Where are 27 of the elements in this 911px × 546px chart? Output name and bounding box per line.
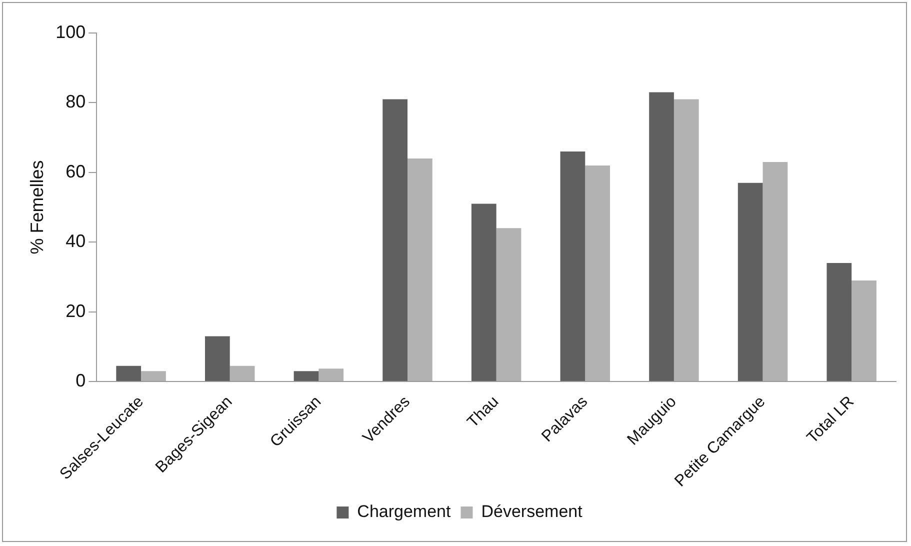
legend-label: Chargement [357,502,452,522]
bar [649,92,674,382]
legend-label: Déversement [481,502,583,522]
y-tick-label: 80 [66,92,86,112]
bar [471,204,496,382]
bar [408,158,432,382]
bar [762,162,788,382]
bar [826,263,852,382]
bar [116,366,142,382]
bar [674,99,699,382]
bar [294,371,319,382]
bar [560,152,586,382]
y-tick-label: 0 [76,370,86,390]
y-tick-label: 40 [66,231,86,252]
bar [585,165,610,382]
y-axis-title: % Femelles [26,160,47,254]
y-tick-label: 60 [66,161,86,182]
y-tick-label: 20 [66,300,86,321]
y-tick-label: 100 [56,22,86,42]
bar [141,371,166,382]
bar [852,280,876,382]
bar [496,228,522,382]
bar [382,99,408,382]
bar [204,336,230,382]
bar [318,368,344,382]
bar [230,366,255,382]
bar [738,182,763,382]
